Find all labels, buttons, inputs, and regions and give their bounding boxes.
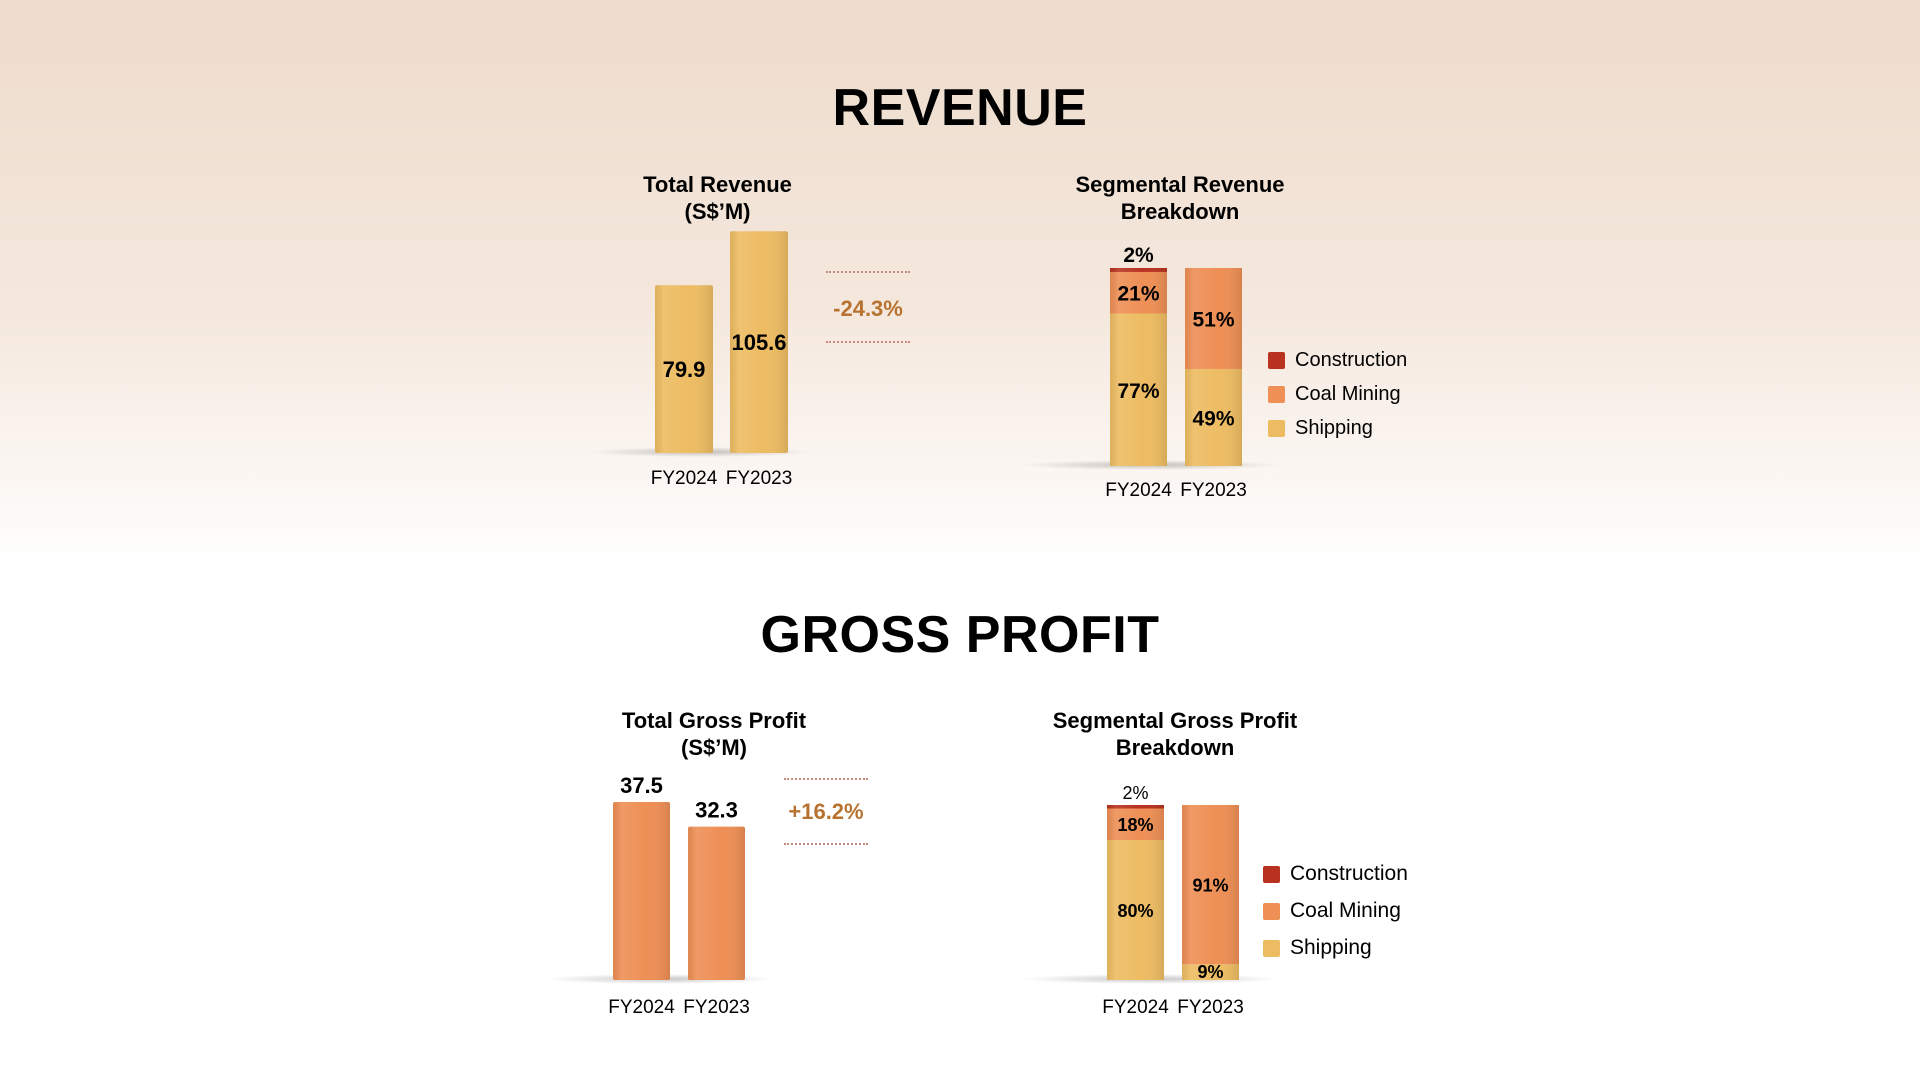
total-gross-profit-title-line-2: (S$’M)	[681, 735, 747, 760]
total-gross-profit-title: Total Gross Profit (S$’M)	[594, 707, 834, 761]
segmental-revenue-segment-shade	[1185, 368, 1242, 466]
segmental-revenue-data-label: 21%	[1117, 283, 1159, 306]
total-revenue-title: Total Revenue (S$’M)	[600, 171, 835, 225]
revenue-growth-label: -24.3%	[833, 296, 903, 321]
total-revenue-tick-label: FY2023	[726, 468, 793, 489]
legend-label: Construction	[1290, 862, 1408, 885]
segmental-gross-profit-title-line-2: Breakdown	[1115, 735, 1235, 760]
segmental-revenue-tick-label: FY2023	[1180, 480, 1247, 501]
gross-profit-growth-label: +16.2%	[788, 799, 864, 824]
legend-label: Coal Mining	[1295, 383, 1401, 405]
gross-profit-section-title: GROSS PROFIT	[760, 606, 1160, 664]
segmental-gross-profit-tick-label: FY2024	[1102, 997, 1169, 1018]
shipping-swatch	[1268, 420, 1285, 437]
segmental-gross-profit-tick-label: FY2023	[1177, 997, 1244, 1018]
legend-item-construction: Construction	[1263, 862, 1408, 886]
segmental-gross-profit-title-line-1: Segmental Gross Profit	[1052, 708, 1298, 733]
total-gross-profit-tick-label: FY2023	[683, 997, 750, 1018]
total-gross-profit-bar-shade	[613, 802, 670, 980]
segmental-revenue-title: Segmental Revenue Breakdown	[1040, 171, 1320, 225]
segmental-gross-profit-segment-shade	[1107, 840, 1164, 980]
segmental-revenue-title-line-2: Breakdown	[1120, 199, 1240, 224]
coal-mining-swatch	[1268, 386, 1285, 403]
total-revenue-value-label: 79.9	[663, 357, 706, 382]
total-revenue-tick-label: FY2024	[651, 468, 718, 489]
gross-profit-growth-line-bottom	[784, 843, 868, 845]
segmental-gross-profit-data-label: 91%	[1192, 875, 1228, 895]
segmental-revenue-tick-label: FY2024	[1105, 480, 1172, 501]
total-gross-profit-value-label: 37.5	[620, 773, 663, 798]
segmental-gross-profit-segment-shade	[1182, 805, 1239, 965]
legend-item-coal-mining: Coal Mining	[1268, 383, 1407, 406]
segmental-revenue-title-line-1: Segmental Revenue	[1075, 172, 1285, 197]
coal-mining-swatch	[1263, 902, 1280, 920]
total-gross-profit-tick-label: FY2024	[608, 997, 675, 1018]
gross-profit-growth-line-top	[784, 778, 868, 780]
segmental-revenue-legend: Construction Coal Mining Shipping	[1268, 349, 1407, 451]
segmental-gross-profit-segment-shade	[1107, 805, 1164, 809]
revenue-section-title: REVENUE	[832, 79, 1088, 137]
legend-label: Shipping	[1295, 417, 1373, 439]
total-gross-profit-value-label: 32.3	[695, 798, 738, 823]
legend-label: Construction	[1295, 349, 1408, 371]
total-gross-profit-title-line-1: Total Gross Profit	[621, 708, 807, 733]
segmental-gross-profit-segment-shade	[1107, 808, 1164, 840]
legend-item-coal-mining: Coal Mining	[1263, 899, 1408, 923]
total-revenue-value-label: 105.6	[731, 330, 786, 355]
segmental-gross-profit-data-label: 9%	[1197, 962, 1223, 982]
segmental-gross-profit-legend: Construction Coal Mining Shipping	[1263, 862, 1408, 971]
total-revenue-title-line-1: Total Revenue	[643, 172, 792, 197]
segmental-revenue-segment-shade	[1110, 313, 1167, 466]
segmental-revenue-data-label: 77%	[1117, 380, 1159, 403]
segmental-gross-profit-data-label: 2%	[1122, 783, 1148, 803]
construction-swatch	[1268, 352, 1285, 369]
total-revenue-title-line-2: (S$’M)	[684, 199, 751, 224]
revenue-growth-line-bottom	[826, 341, 910, 343]
segmental-revenue-segment-shade	[1185, 268, 1242, 369]
legend-item-shipping: Shipping	[1268, 417, 1407, 440]
legend-label: Shipping	[1290, 936, 1372, 959]
legend-label: Coal Mining	[1290, 899, 1401, 922]
segmental-revenue-segment-shade	[1110, 268, 1167, 272]
segmental-gross-profit-title: Segmental Gross Profit Breakdown	[1025, 707, 1325, 761]
segmental-revenue-segment-shade	[1110, 271, 1167, 314]
construction-swatch	[1263, 865, 1280, 883]
total-revenue-bar-shade	[655, 285, 713, 453]
segmental-gross-profit-data-label: 80%	[1117, 901, 1153, 921]
segmental-revenue-data-label: 49%	[1192, 407, 1234, 430]
segmental-gross-profit-data-label: 18%	[1117, 815, 1153, 835]
total-revenue-bar-shade	[730, 231, 788, 453]
segmental-revenue-data-label: 2%	[1123, 244, 1154, 267]
segmental-gross-profit-segment-shade	[1182, 964, 1239, 980]
legend-item-shipping: Shipping	[1263, 936, 1408, 960]
shipping-swatch	[1263, 939, 1280, 957]
total-gross-profit-bar-shade	[688, 826, 745, 980]
revenue-growth-line-top	[826, 271, 910, 273]
segmental-revenue-data-label: 51%	[1192, 308, 1234, 331]
legend-item-construction: Construction	[1268, 349, 1407, 372]
